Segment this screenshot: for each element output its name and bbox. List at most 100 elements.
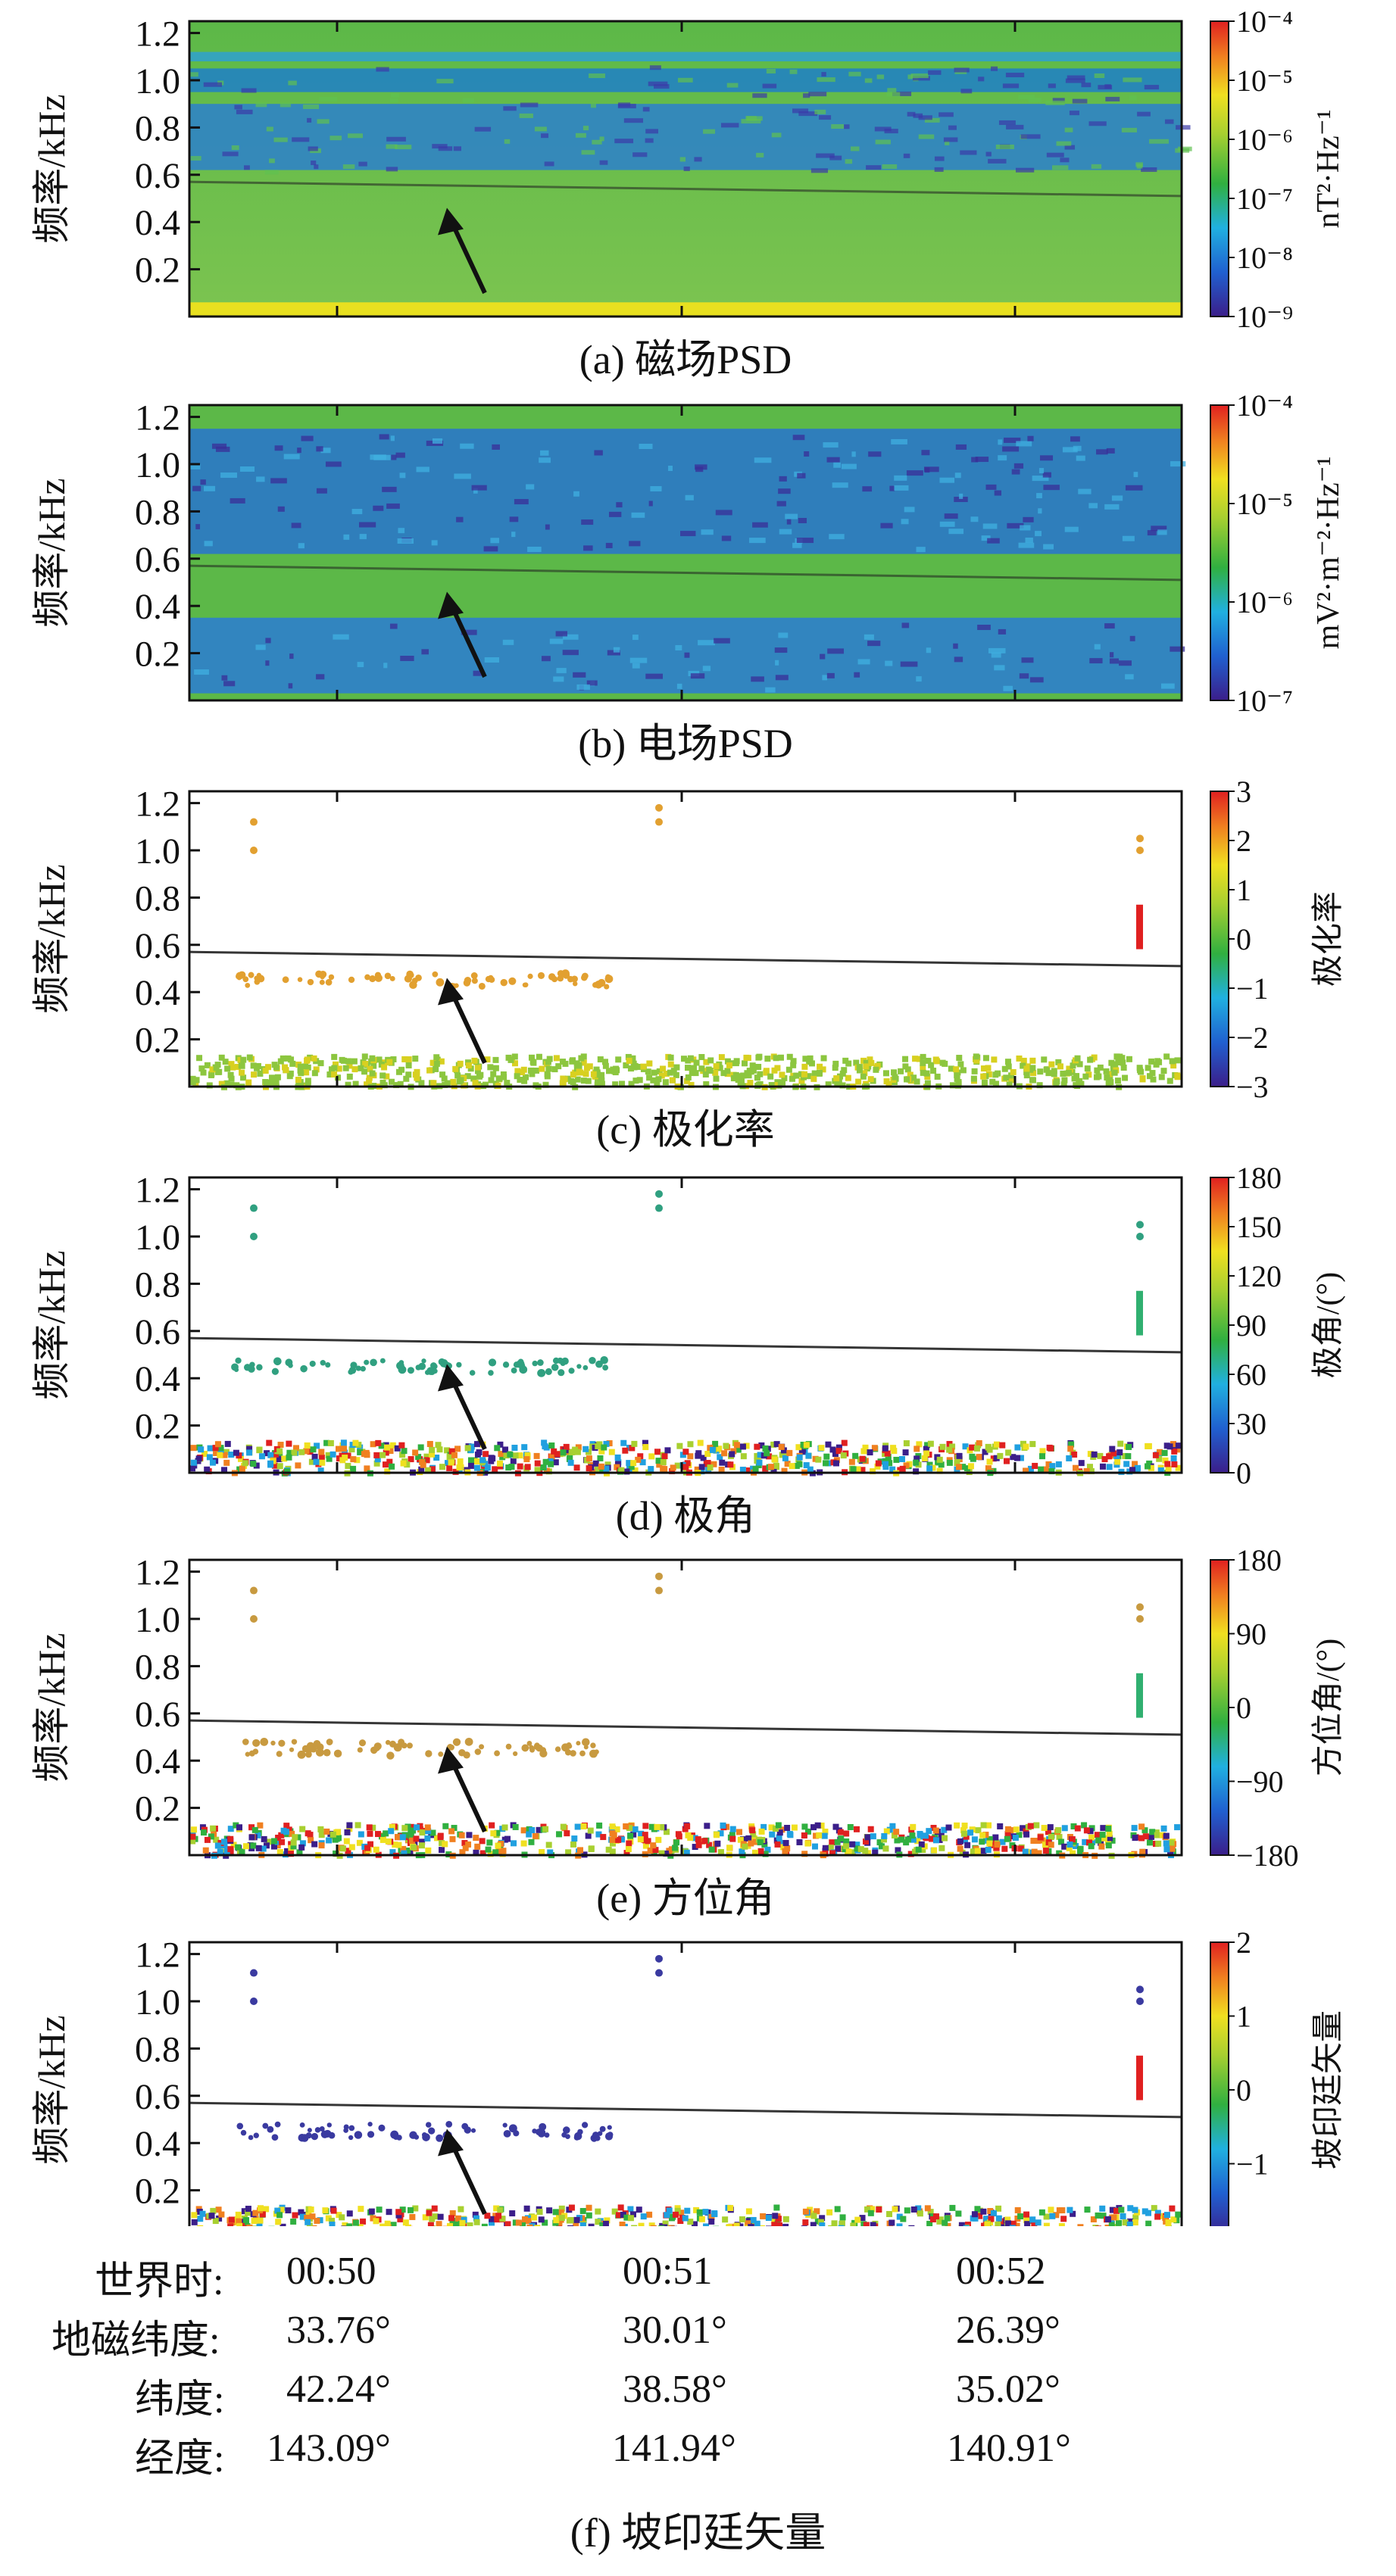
- noise-dot: [439, 1847, 445, 1854]
- noise-dot: [739, 1467, 746, 1474]
- wave-dot: [271, 1368, 280, 1375]
- noise-dot: [667, 1069, 673, 1076]
- noise-dot: [352, 1081, 359, 1087]
- psd-speckle: [358, 161, 367, 167]
- noise-dot: [1095, 1837, 1102, 1844]
- noise-dot: [859, 1467, 866, 1474]
- noise-dot: [1043, 2222, 1050, 2229]
- psd-speckle: [1036, 493, 1042, 499]
- noise-dot: [1087, 1056, 1094, 1063]
- noise-dot: [626, 1840, 632, 1847]
- noise-dot: [556, 1831, 563, 1838]
- noise-dot: [223, 1459, 230, 1466]
- noise-dot: [737, 1081, 744, 1087]
- noise-dot: [773, 1826, 779, 1832]
- wave-dot: [537, 1359, 544, 1366]
- noise-dot: [710, 1461, 717, 1467]
- noise-dot: [1175, 2211, 1182, 2218]
- noise-dot: [1162, 1457, 1169, 1464]
- noise-dot: [796, 1454, 803, 1461]
- noise-dot: [682, 2215, 689, 2222]
- plot-frame: [188, 404, 1183, 702]
- noise-dot: [298, 2209, 304, 2216]
- wave-dot: [379, 1358, 386, 1364]
- noise-dot: [926, 1465, 933, 1472]
- noise-dot: [546, 1056, 553, 1062]
- psd-speckle: [985, 484, 997, 490]
- psd-speckle: [998, 439, 1003, 445]
- noise-dot: [1170, 1441, 1176, 1448]
- isolated-spot: [250, 818, 258, 826]
- noise-dot: [1152, 1452, 1159, 1458]
- noise-dot: [397, 1081, 404, 1087]
- noise-dot: [718, 1054, 725, 1061]
- footer-row-lat: 纬度: 42.24° 38.58° 35.02°: [0, 2367, 1396, 2422]
- noise-dot: [776, 1829, 783, 1836]
- noise-dot: [241, 2208, 248, 2215]
- noise-dot: [271, 1462, 278, 1469]
- noise-dot: [932, 1837, 939, 1844]
- isolated-spot: [1136, 1603, 1144, 1611]
- noise-dot: [1029, 2216, 1036, 2223]
- plot-frame: [188, 790, 1183, 1088]
- wave-dot: [378, 2124, 386, 2132]
- noise-dot: [1110, 1450, 1117, 1457]
- isolated-spot: [655, 1204, 663, 1212]
- psd-speckle: [796, 538, 814, 544]
- noise-dot: [620, 2211, 626, 2218]
- wave-dot: [527, 973, 533, 979]
- noise-dot: [627, 1832, 634, 1839]
- wave-dot: [309, 1360, 316, 1368]
- noise-dot: [1126, 1056, 1132, 1062]
- noise-dot: [1014, 1444, 1021, 1451]
- psd-speckle: [894, 485, 909, 491]
- noise-dot: [1055, 1827, 1062, 1834]
- noise-dot: [920, 1053, 926, 1060]
- psd-speckle: [192, 485, 201, 491]
- noise-dot: [990, 2210, 997, 2217]
- colorbar-tick-label: 2: [1236, 824, 1251, 858]
- noise-dot: [918, 1841, 925, 1848]
- noise-dot: [695, 1836, 701, 1843]
- psd-speckle: [230, 497, 245, 504]
- noise-dot: [864, 2206, 871, 2213]
- noise-dot: [661, 1466, 668, 1473]
- psd-speckle: [266, 126, 273, 132]
- psd-speckle: [864, 78, 873, 83]
- y-tick-label: 1.2: [135, 1935, 180, 1976]
- noise-dot: [910, 1836, 917, 1843]
- noise-dot: [543, 1467, 550, 1474]
- psd-speckle: [562, 650, 579, 656]
- noise-dot: [1107, 1835, 1113, 1842]
- psd-speckle: [854, 672, 860, 678]
- noise-dot: [342, 1449, 348, 1456]
- noise-dot: [739, 1443, 746, 1450]
- noise-dot: [467, 1447, 474, 1454]
- noise-dot: [1042, 1466, 1049, 1473]
- noise-dot: [920, 1846, 926, 1853]
- noise-dot: [707, 1068, 714, 1074]
- wave-dot: [242, 1739, 249, 1745]
- noise-dot: [257, 2217, 264, 2224]
- noise-dot: [559, 1080, 566, 1087]
- psd-speckle: [1051, 165, 1069, 170]
- psd-speckle: [833, 462, 841, 468]
- noise-dot: [212, 1445, 219, 1452]
- wave-dot: [438, 1751, 444, 1757]
- noise-dot: [313, 1458, 320, 1465]
- psd-speckle: [1109, 652, 1114, 658]
- noise-dot: [369, 1055, 376, 1062]
- noise-dot: [713, 1075, 720, 1082]
- psd-speckle: [373, 505, 384, 511]
- psd-speckle: [221, 675, 228, 681]
- noise-dot: [228, 1452, 235, 1458]
- colorbar-tick-label: −1: [1236, 2147, 1269, 2181]
- noise-dot: [1056, 1833, 1063, 1840]
- psd-speckle: [776, 501, 786, 507]
- noise-dot: [326, 1071, 333, 1078]
- noise-dot: [431, 2205, 438, 2212]
- noise-dot: [383, 1449, 389, 1456]
- noise-dot: [597, 1056, 604, 1063]
- psd-speckle: [382, 486, 397, 492]
- noise-dot: [545, 1065, 552, 1072]
